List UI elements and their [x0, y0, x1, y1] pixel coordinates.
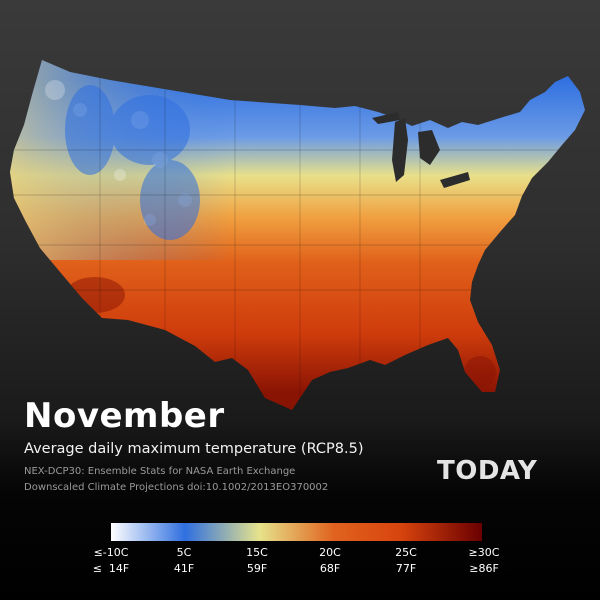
- legend-celsius-label: 25C: [395, 546, 417, 559]
- legend-fahrenheit-label: 59F: [246, 562, 268, 575]
- great-lakes: [372, 112, 470, 188]
- legend-fahrenheit-label: 41F: [173, 562, 195, 575]
- temperature-colorbar: [111, 523, 482, 541]
- legend-fahrenheit-label: ≤ 14F: [92, 562, 130, 575]
- credit-line-2: Downscaled Climate Projections doi:10.10…: [24, 482, 329, 493]
- credit-line-1: NEX-DCP30: Ensemble Stats for NASA Earth…: [24, 466, 296, 477]
- legend-celsius-label: 20C: [319, 546, 341, 559]
- legend-fahrenheit-label: ≥86F: [469, 562, 499, 575]
- legend-celsius-label: 5C: [176, 546, 192, 559]
- legend-fahrenheit-label: 77F: [395, 562, 417, 575]
- month-title: November: [24, 396, 225, 436]
- legend-celsius-label: ≤-10C: [93, 546, 129, 559]
- map-subtitle: Average daily maximum temperature (RCP8.…: [24, 441, 364, 457]
- legend-celsius-label: ≥30C: [468, 546, 500, 559]
- legend-celsius-label: 15C: [246, 546, 268, 559]
- period-label: TODAY: [437, 456, 538, 486]
- legend-fahrenheit-label: 68F: [319, 562, 341, 575]
